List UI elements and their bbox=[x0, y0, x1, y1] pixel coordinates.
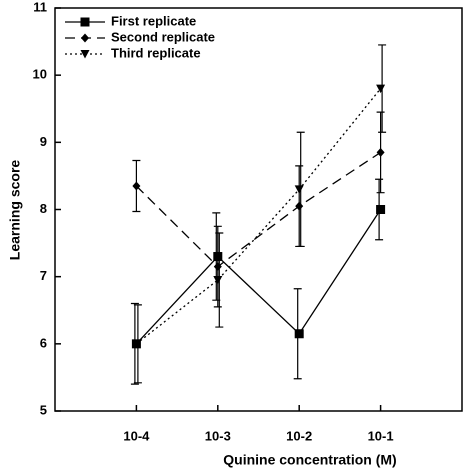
x-tick-label: 10-4 bbox=[123, 428, 150, 443]
legend-marker bbox=[80, 17, 90, 27]
series-line bbox=[135, 151, 381, 268]
x-axis-label: Quinine concentration (M) bbox=[223, 452, 396, 468]
y-tick-label: 5 bbox=[40, 402, 47, 417]
legend-label: First replicate bbox=[111, 13, 196, 28]
x-tick-label: 10-1 bbox=[368, 428, 394, 443]
plot-frame bbox=[54, 7, 463, 412]
y-tick-label: 8 bbox=[40, 201, 47, 216]
series-line bbox=[135, 88, 382, 345]
y-tick-label: 7 bbox=[40, 268, 47, 283]
marker bbox=[376, 205, 386, 214]
legend-label: Third replicate bbox=[111, 45, 201, 60]
marker bbox=[132, 181, 141, 191]
marker bbox=[376, 147, 385, 157]
y-tick-label: 11 bbox=[33, 0, 47, 14]
marker bbox=[376, 84, 386, 94]
series-line bbox=[135, 209, 382, 345]
marker bbox=[295, 201, 304, 211]
x-tick-label: 10-2 bbox=[286, 428, 312, 443]
legend-label: Second replicate bbox=[111, 29, 215, 44]
y-axis-label: Learning score bbox=[7, 160, 23, 261]
marker bbox=[131, 339, 141, 349]
y-tick-label: 10 bbox=[33, 67, 47, 82]
marker bbox=[213, 262, 222, 272]
marker bbox=[213, 276, 223, 285]
marker bbox=[294, 185, 304, 194]
legend-marker bbox=[80, 50, 90, 59]
marker bbox=[294, 329, 304, 339]
y-tick-label: 9 bbox=[40, 134, 47, 149]
x-tick-label: 10-3 bbox=[205, 428, 231, 443]
legend-marker bbox=[81, 33, 89, 43]
y-tick-label: 6 bbox=[40, 335, 47, 350]
